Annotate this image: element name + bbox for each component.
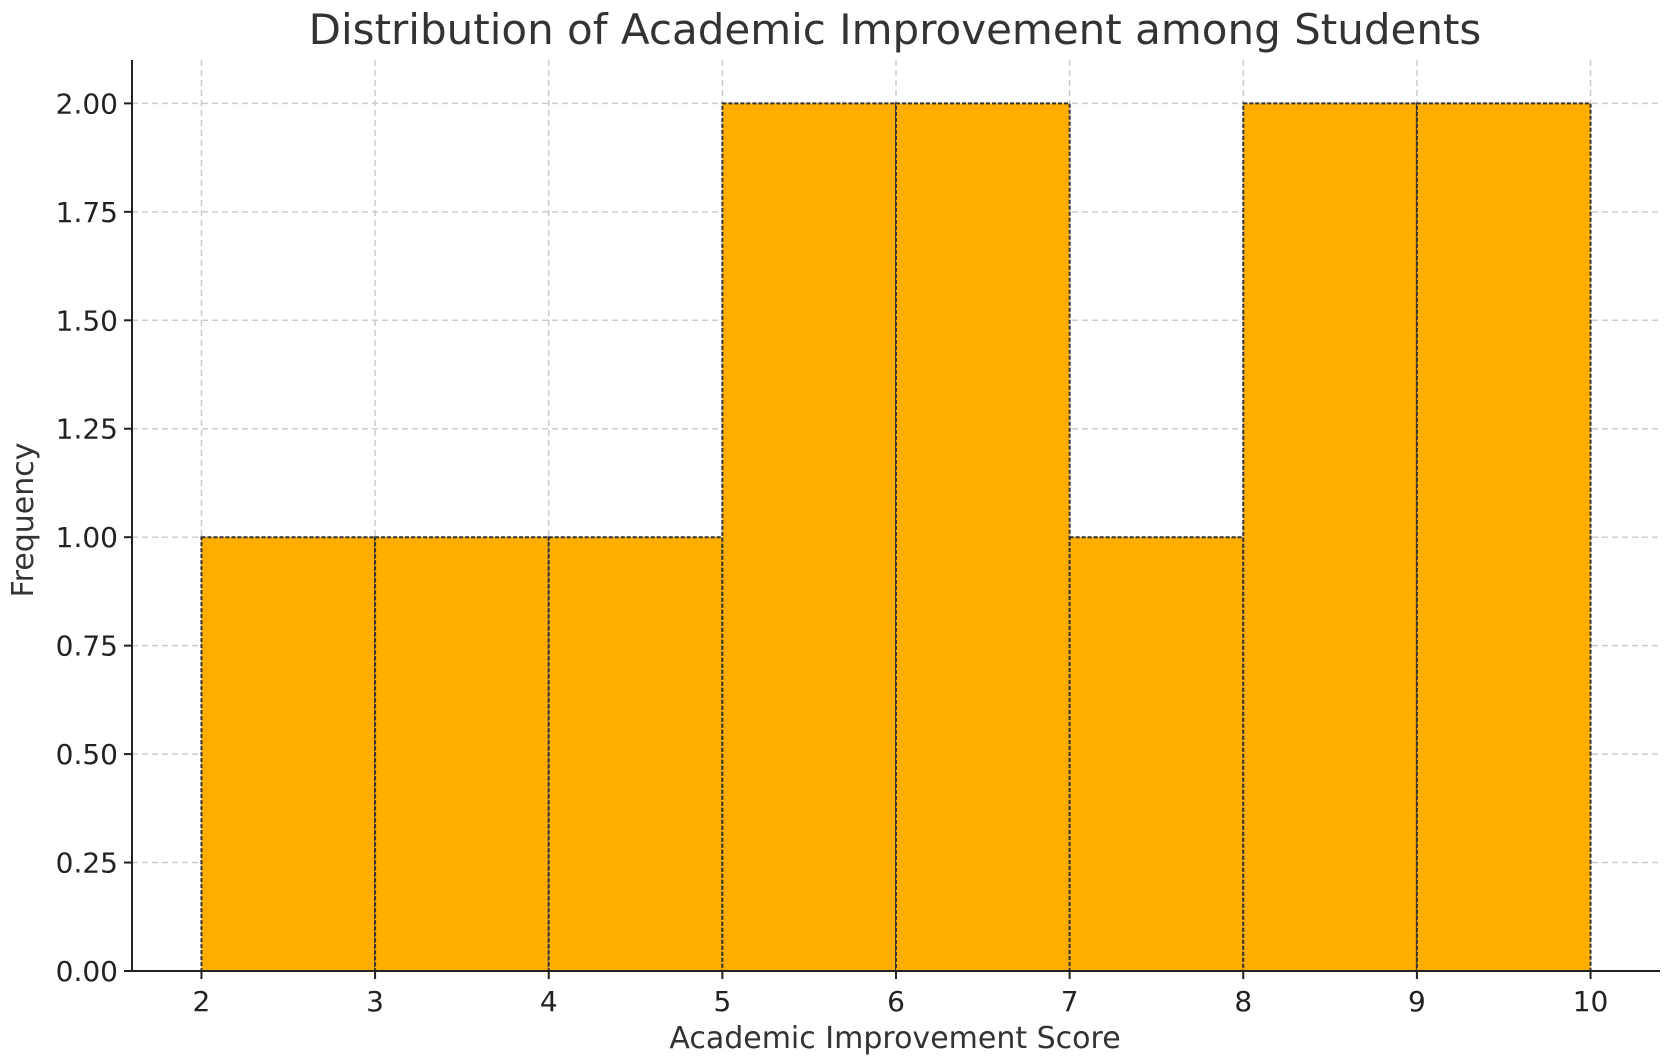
- y-tick-label: 1.00: [56, 521, 118, 554]
- y-tick-label: 1.50: [56, 304, 118, 337]
- x-tick-label: 7: [1061, 985, 1079, 1018]
- x-tick-label: 6: [887, 985, 905, 1018]
- histogram-bar: [721, 102, 898, 972]
- x-tick-label: 10: [1573, 985, 1609, 1018]
- y-axis-label: Frequency: [6, 443, 41, 598]
- y-tick-label: 2.00: [56, 87, 118, 120]
- y-tick-label: 1.25: [56, 413, 118, 446]
- x-tick-label: 3: [366, 985, 384, 1018]
- histogram-bar: [200, 536, 377, 972]
- histogram-bar: [547, 536, 724, 972]
- y-tick-label: 0.50: [56, 738, 118, 771]
- x-tick-label: 2: [193, 985, 211, 1018]
- histogram-bar: [1242, 102, 1418, 972]
- chart-title: Distribution of Academic Improvement amo…: [309, 5, 1482, 54]
- x-axis-label: Academic Improvement Score: [669, 1021, 1120, 1056]
- ticks-layer: 2 3 4 5 6 7 8 9 10 0.00 0.25 0.50 0.75 1.00 1.25 1.50 1.…: [56, 87, 1609, 1018]
- x-tick-label: 8: [1234, 985, 1252, 1018]
- y-tick-label: 1.75: [56, 196, 118, 229]
- y-tick-label: 0.75: [56, 630, 118, 663]
- x-tick-label: 5: [713, 985, 731, 1018]
- histogram-bar: [895, 102, 1071, 972]
- bars-layer: [200, 102, 1592, 972]
- histogram-bar: [1068, 536, 1245, 972]
- histogram-bar: [1415, 102, 1592, 972]
- x-tick-label: 9: [1408, 985, 1426, 1018]
- histogram-bar: [374, 536, 550, 972]
- y-tick-label: 0.00: [56, 955, 118, 988]
- y-tick-label: 0.25: [56, 847, 118, 880]
- x-tick-label: 4: [540, 985, 558, 1018]
